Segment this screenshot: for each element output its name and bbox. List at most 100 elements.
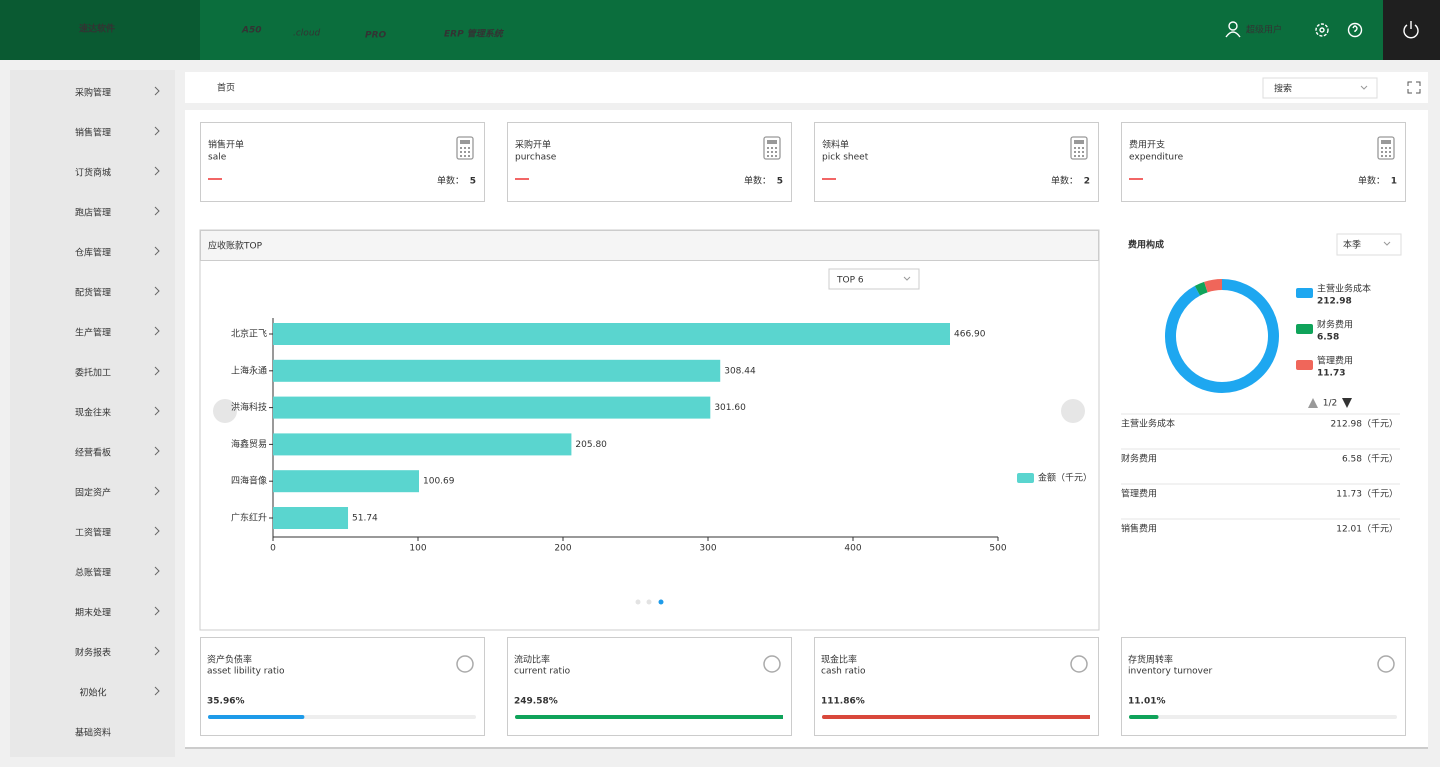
menu-chevron [154, 686, 160, 696]
menu-item[interactable]: 期末处理 [75, 607, 111, 619]
search-chevron [1360, 85, 1368, 90]
x-tick-label: 200 [554, 544, 571, 554]
menu-chevron [154, 126, 160, 136]
power-block[interactable] [1383, 0, 1440, 60]
menu-item[interactable]: 跑店管理 [75, 207, 111, 219]
card-icon-key [468, 147, 470, 149]
legend-value: 6.58 [1317, 333, 1339, 343]
menu-item[interactable]: 配货管理 [75, 287, 111, 299]
card-icon-key [1082, 147, 1084, 149]
ratio-icon [763, 655, 781, 673]
ratio-icon [1070, 655, 1088, 673]
donut-segment [1194, 281, 1208, 296]
power-icon[interactable] [1403, 21, 1419, 39]
legend-swatch [1017, 473, 1034, 483]
help-mark [1352, 25, 1358, 32]
ratio-card [814, 637, 1099, 736]
card-count-label: 单数： [1358, 175, 1385, 187]
ratio-title: 现金比率 [821, 654, 857, 666]
pager-dot[interactable] [646, 599, 652, 605]
summary-card[interactable] [507, 122, 792, 202]
legend-label: 主营业务成本 [1317, 283, 1371, 295]
menu-item[interactable]: 财务报表 [75, 647, 111, 659]
y-tick-label: 洪海科技 [231, 401, 267, 413]
menu-item[interactable]: 委托加工 [75, 367, 111, 379]
menu-item[interactable]: 采购管理 [75, 87, 111, 99]
help-icon[interactable] [1347, 22, 1363, 38]
card-count: 5 [470, 177, 476, 187]
card-icon-key [767, 155, 769, 157]
summary-card[interactable] [1121, 122, 1406, 202]
ratio-subtitle: inventory turnover [1128, 667, 1213, 677]
menu-chevron [154, 406, 160, 416]
top-filter[interactable] [828, 268, 920, 290]
header-icons [1225, 21, 1419, 39]
pager-up[interactable] [1308, 398, 1318, 408]
legend-value: 11.73 [1317, 369, 1345, 379]
card-icon-key [464, 147, 466, 149]
card-icon-key [1078, 151, 1080, 153]
card-icon-screen [767, 140, 777, 144]
pager-dot[interactable] [635, 599, 641, 605]
menu-item[interactable]: 工资管理 [75, 527, 111, 539]
menu-item[interactable]: 销售管理 [75, 127, 111, 139]
menu-item[interactable]: 经营看板 [75, 447, 111, 459]
card-icon-screen [460, 140, 470, 144]
summary-card[interactable] [814, 122, 1099, 202]
card-icon-key [1385, 151, 1387, 153]
card-icon-key [1082, 151, 1084, 153]
menu-item[interactable]: 总账管理 [75, 567, 111, 579]
legend-value: 212.98 [1317, 297, 1352, 307]
card-subtitle: sale [208, 153, 227, 163]
bar [273, 433, 572, 456]
card-subtitle: expenditure [1129, 153, 1184, 163]
menu-item[interactable]: 仓库管理 [75, 247, 111, 259]
menu-item[interactable]: 基础资料 [75, 727, 111, 739]
card-icon-key [468, 151, 470, 153]
card-icon-key [771, 147, 773, 149]
menu-item[interactable]: 生产管理 [75, 327, 111, 339]
legend-label: 管理费用 [1317, 355, 1353, 367]
menu-item[interactable]: 订货商城 [75, 167, 111, 179]
x-tick-label: 0 [270, 544, 276, 554]
ratio-subtitle: current ratio [514, 667, 571, 677]
pager-down[interactable] [1342, 398, 1352, 408]
card-title: 采购开单 [515, 139, 551, 151]
card-icon-screen [1381, 140, 1391, 144]
period-select[interactable] [1336, 233, 1402, 256]
bar [273, 507, 349, 529]
ratio-title: 流动比率 [514, 654, 550, 666]
legend-label: 金额（千元） [1038, 472, 1092, 484]
settings-icon[interactable] [1315, 23, 1329, 37]
value-label: 301.60 [714, 403, 746, 413]
menu-chevron [154, 366, 160, 376]
search-box[interactable] [1262, 77, 1378, 99]
card-icon-key [1074, 151, 1076, 153]
summary-card[interactable] [200, 122, 485, 202]
menu-item[interactable]: 现金往来 [75, 407, 111, 419]
row-value: 212.98（千元） [1331, 419, 1399, 430]
card-count-label: 单数： [744, 175, 771, 187]
value-label: 205.80 [575, 440, 607, 450]
card-icon-key [1082, 155, 1084, 157]
card-icon-key [1389, 151, 1391, 153]
donut-segment [1204, 279, 1223, 293]
next-arrow[interactable] [1061, 399, 1085, 423]
card-title: 领料单 [822, 139, 849, 151]
menu-item[interactable]: 初始化 [79, 687, 106, 699]
row-label: 管理费用 [1121, 488, 1157, 500]
card-count-label: 单数： [1051, 175, 1078, 187]
x-tick-label: 400 [844, 544, 861, 554]
card-subtitle: pick sheet [822, 153, 869, 163]
menu-item[interactable]: 固定资产 [75, 487, 111, 499]
ratio-bar [822, 715, 1090, 719]
card-icon-key [1078, 155, 1080, 157]
fullscreen-icon[interactable] [1407, 81, 1421, 94]
menu-chevron [154, 166, 160, 176]
prev-arrow[interactable] [213, 399, 237, 423]
search-placeholder: 搜索 [1274, 83, 1292, 95]
pager-dot[interactable] [658, 599, 664, 605]
user-icon[interactable] [1228, 21, 1238, 31]
card-icon [763, 136, 781, 160]
header-bar [0, 0, 1440, 60]
